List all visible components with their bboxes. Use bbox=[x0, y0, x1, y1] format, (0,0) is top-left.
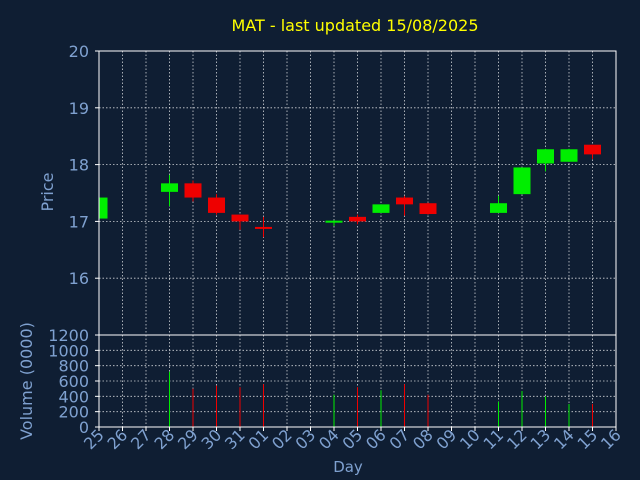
price-axis-label: Price bbox=[38, 172, 57, 211]
x-axis-label: Day bbox=[333, 458, 363, 476]
volume-tick-label: 0 bbox=[79, 418, 89, 437]
volume-tick-label: 1200 bbox=[48, 326, 89, 345]
candle-body bbox=[513, 167, 531, 195]
chart-title: MAT - last updated 15/08/2025 bbox=[231, 16, 478, 35]
candle-29 bbox=[184, 180, 202, 202]
candle-08 bbox=[419, 202, 437, 215]
candle-13 bbox=[537, 148, 554, 172]
volume-tick-label: 200 bbox=[58, 403, 89, 422]
candle-01 bbox=[255, 216, 272, 238]
candle-body bbox=[419, 203, 437, 215]
price-tick-label: 19 bbox=[69, 99, 89, 118]
candle-body bbox=[584, 144, 601, 155]
candle-15 bbox=[584, 144, 601, 159]
price-tick-label: 17 bbox=[69, 212, 89, 231]
candle-12 bbox=[513, 167, 531, 195]
candle-body bbox=[184, 183, 202, 198]
candle-body bbox=[231, 214, 249, 222]
price-tick-label: 18 bbox=[69, 156, 89, 175]
volume-tick-label: 600 bbox=[58, 372, 89, 391]
candle-body bbox=[372, 204, 390, 213]
candle-06 bbox=[372, 204, 390, 213]
candle-body bbox=[255, 226, 272, 229]
candlestick-series bbox=[98, 144, 601, 238]
candle-28 bbox=[161, 174, 178, 207]
candle-body bbox=[560, 149, 578, 162]
x-tick-labels: 2526272829303101020304050607080910111213… bbox=[80, 425, 625, 453]
candle-07 bbox=[396, 195, 413, 216]
candle-body bbox=[537, 149, 554, 164]
candle-11 bbox=[490, 195, 507, 213]
volume-tick-label: 800 bbox=[58, 357, 89, 376]
price-tick-label: 20 bbox=[69, 42, 89, 61]
candle-body bbox=[396, 197, 413, 205]
candle-04 bbox=[325, 220, 343, 226]
candle-body bbox=[161, 183, 178, 192]
candle-body bbox=[208, 197, 225, 213]
volume-tick-label: 400 bbox=[58, 387, 89, 406]
candle-25 bbox=[98, 197, 108, 219]
candle-31 bbox=[231, 214, 249, 230]
price-tick-label: 16 bbox=[69, 269, 89, 288]
candle-body bbox=[349, 216, 366, 222]
volume-series bbox=[169, 371, 593, 427]
candle-body bbox=[490, 203, 507, 213]
candle-30 bbox=[208, 194, 225, 215]
volume-tick-label: 1000 bbox=[48, 341, 89, 360]
volume-panel-grid bbox=[99, 335, 616, 427]
candle-05 bbox=[349, 214, 366, 225]
candle-14 bbox=[560, 148, 578, 162]
volume-axis-label: Volume (0000) bbox=[17, 322, 36, 440]
x-tick-label: 16 bbox=[597, 425, 625, 453]
candle-body bbox=[99, 197, 108, 219]
price-panel-grid bbox=[99, 51, 616, 335]
candle-body bbox=[325, 220, 343, 223]
